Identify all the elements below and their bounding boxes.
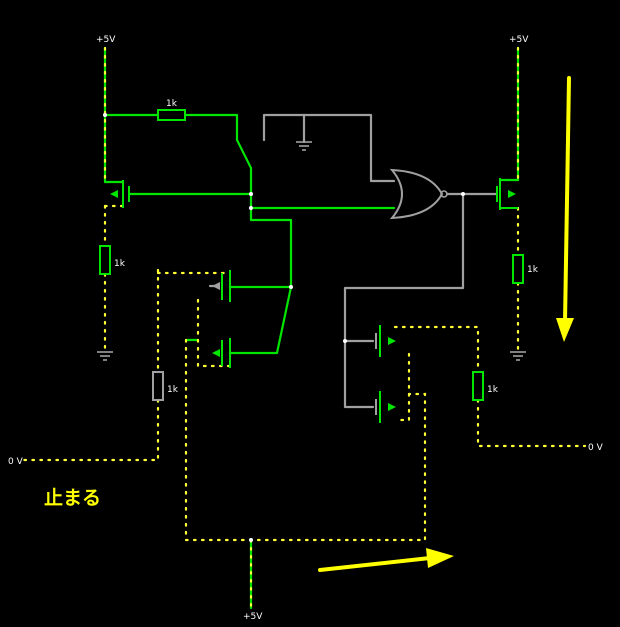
resistor-top[interactable]: 1k — [157, 99, 186, 121]
resistor-right-label: 1k — [527, 265, 539, 275]
mosfet-icon — [375, 325, 396, 357]
arrow-down — [556, 76, 574, 342]
mosfet-mid-left-upper[interactable] — [212, 270, 231, 302]
current-flow — [22, 46, 587, 610]
vcc-top-right-label: +5V — [509, 35, 529, 45]
vcc-bottom-label: +5V — [243, 612, 263, 622]
ground-icon — [510, 351, 526, 361]
mosfet-icon — [496, 178, 518, 210]
resistor-icon — [152, 371, 164, 401]
resistor-right[interactable]: 1k — [512, 254, 539, 284]
resistor-mid-right[interactable]: 1k — [472, 371, 499, 401]
idle-wires — [208, 113, 499, 409]
arrow-icon — [556, 76, 574, 342]
nor-gate-icon — [389, 168, 444, 220]
mosfet-icon — [375, 391, 396, 423]
ground-top[interactable] — [296, 141, 312, 151]
resistor-left[interactable]: 1k — [99, 245, 126, 275]
mosfet-top-right[interactable] — [496, 178, 518, 210]
nor-gate[interactable] — [389, 168, 448, 220]
mosfet-mid-right-lower[interactable] — [375, 391, 396, 423]
mosfet-top-left[interactable] — [110, 180, 130, 208]
ground-right[interactable] — [510, 351, 526, 361]
active-wires — [103, 46, 520, 610]
mosfet-mid-left-lower[interactable] — [212, 338, 231, 368]
resistor-mid-left[interactable]: 1k — [152, 371, 179, 401]
mosfet-mid-right-upper[interactable] — [375, 325, 396, 357]
resistor-top-label: 1k — [166, 99, 178, 109]
arrow-right — [318, 548, 454, 572]
resistor-icon — [472, 371, 484, 401]
caption-text: 止まる — [44, 487, 101, 509]
resistor-icon — [512, 254, 524, 284]
gnd-left-label: 0 V — [8, 457, 24, 467]
arrow-icon — [318, 548, 454, 572]
resistor-left-label: 1k — [114, 259, 126, 269]
ground-left[interactable] — [97, 351, 113, 361]
resistor-mid-right-label: 1k — [487, 385, 499, 395]
ground-icon — [296, 141, 312, 151]
junctions — [103, 113, 465, 542]
switch-icon — [236, 139, 252, 169]
voltage-source-icon: +5V +5V +5V 0 V 0 V — [8, 35, 604, 622]
gnd-right-label: 0 V — [588, 443, 604, 453]
resistor-icon — [99, 245, 111, 275]
resistor-icon — [157, 109, 186, 121]
mosfet-icon — [212, 270, 231, 302]
mosfet-icon — [212, 338, 231, 368]
nor-bubble-icon — [440, 190, 448, 198]
vcc-top-left-label: +5V — [96, 35, 116, 45]
resistor-mid-left-label: 1k — [167, 385, 179, 395]
mosfet-icon — [110, 180, 130, 208]
ground-icon — [97, 351, 113, 361]
switch[interactable] — [236, 139, 252, 169]
